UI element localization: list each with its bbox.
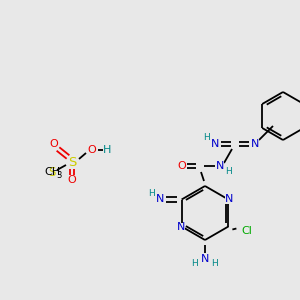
Text: 3: 3 — [56, 170, 62, 179]
Text: N: N — [216, 161, 224, 171]
Text: N: N — [201, 254, 209, 264]
Text: N: N — [251, 139, 259, 149]
Text: H: H — [103, 145, 111, 155]
Text: O: O — [88, 145, 96, 155]
Text: Cl: Cl — [241, 226, 252, 236]
Text: S: S — [48, 166, 56, 178]
Text: N: N — [211, 139, 219, 149]
Text: H: H — [202, 134, 209, 142]
Text: CH: CH — [44, 167, 60, 177]
Text: N: N — [155, 194, 164, 205]
Text: N: N — [176, 223, 185, 232]
Text: S: S — [68, 155, 76, 169]
Text: O: O — [50, 139, 58, 149]
Text: O: O — [68, 175, 76, 185]
Text: H: H — [192, 260, 198, 268]
Text: H: H — [148, 189, 155, 198]
Text: H: H — [226, 167, 232, 176]
Text: H: H — [212, 260, 218, 268]
Text: N: N — [225, 194, 234, 203]
Text: O: O — [178, 161, 186, 171]
